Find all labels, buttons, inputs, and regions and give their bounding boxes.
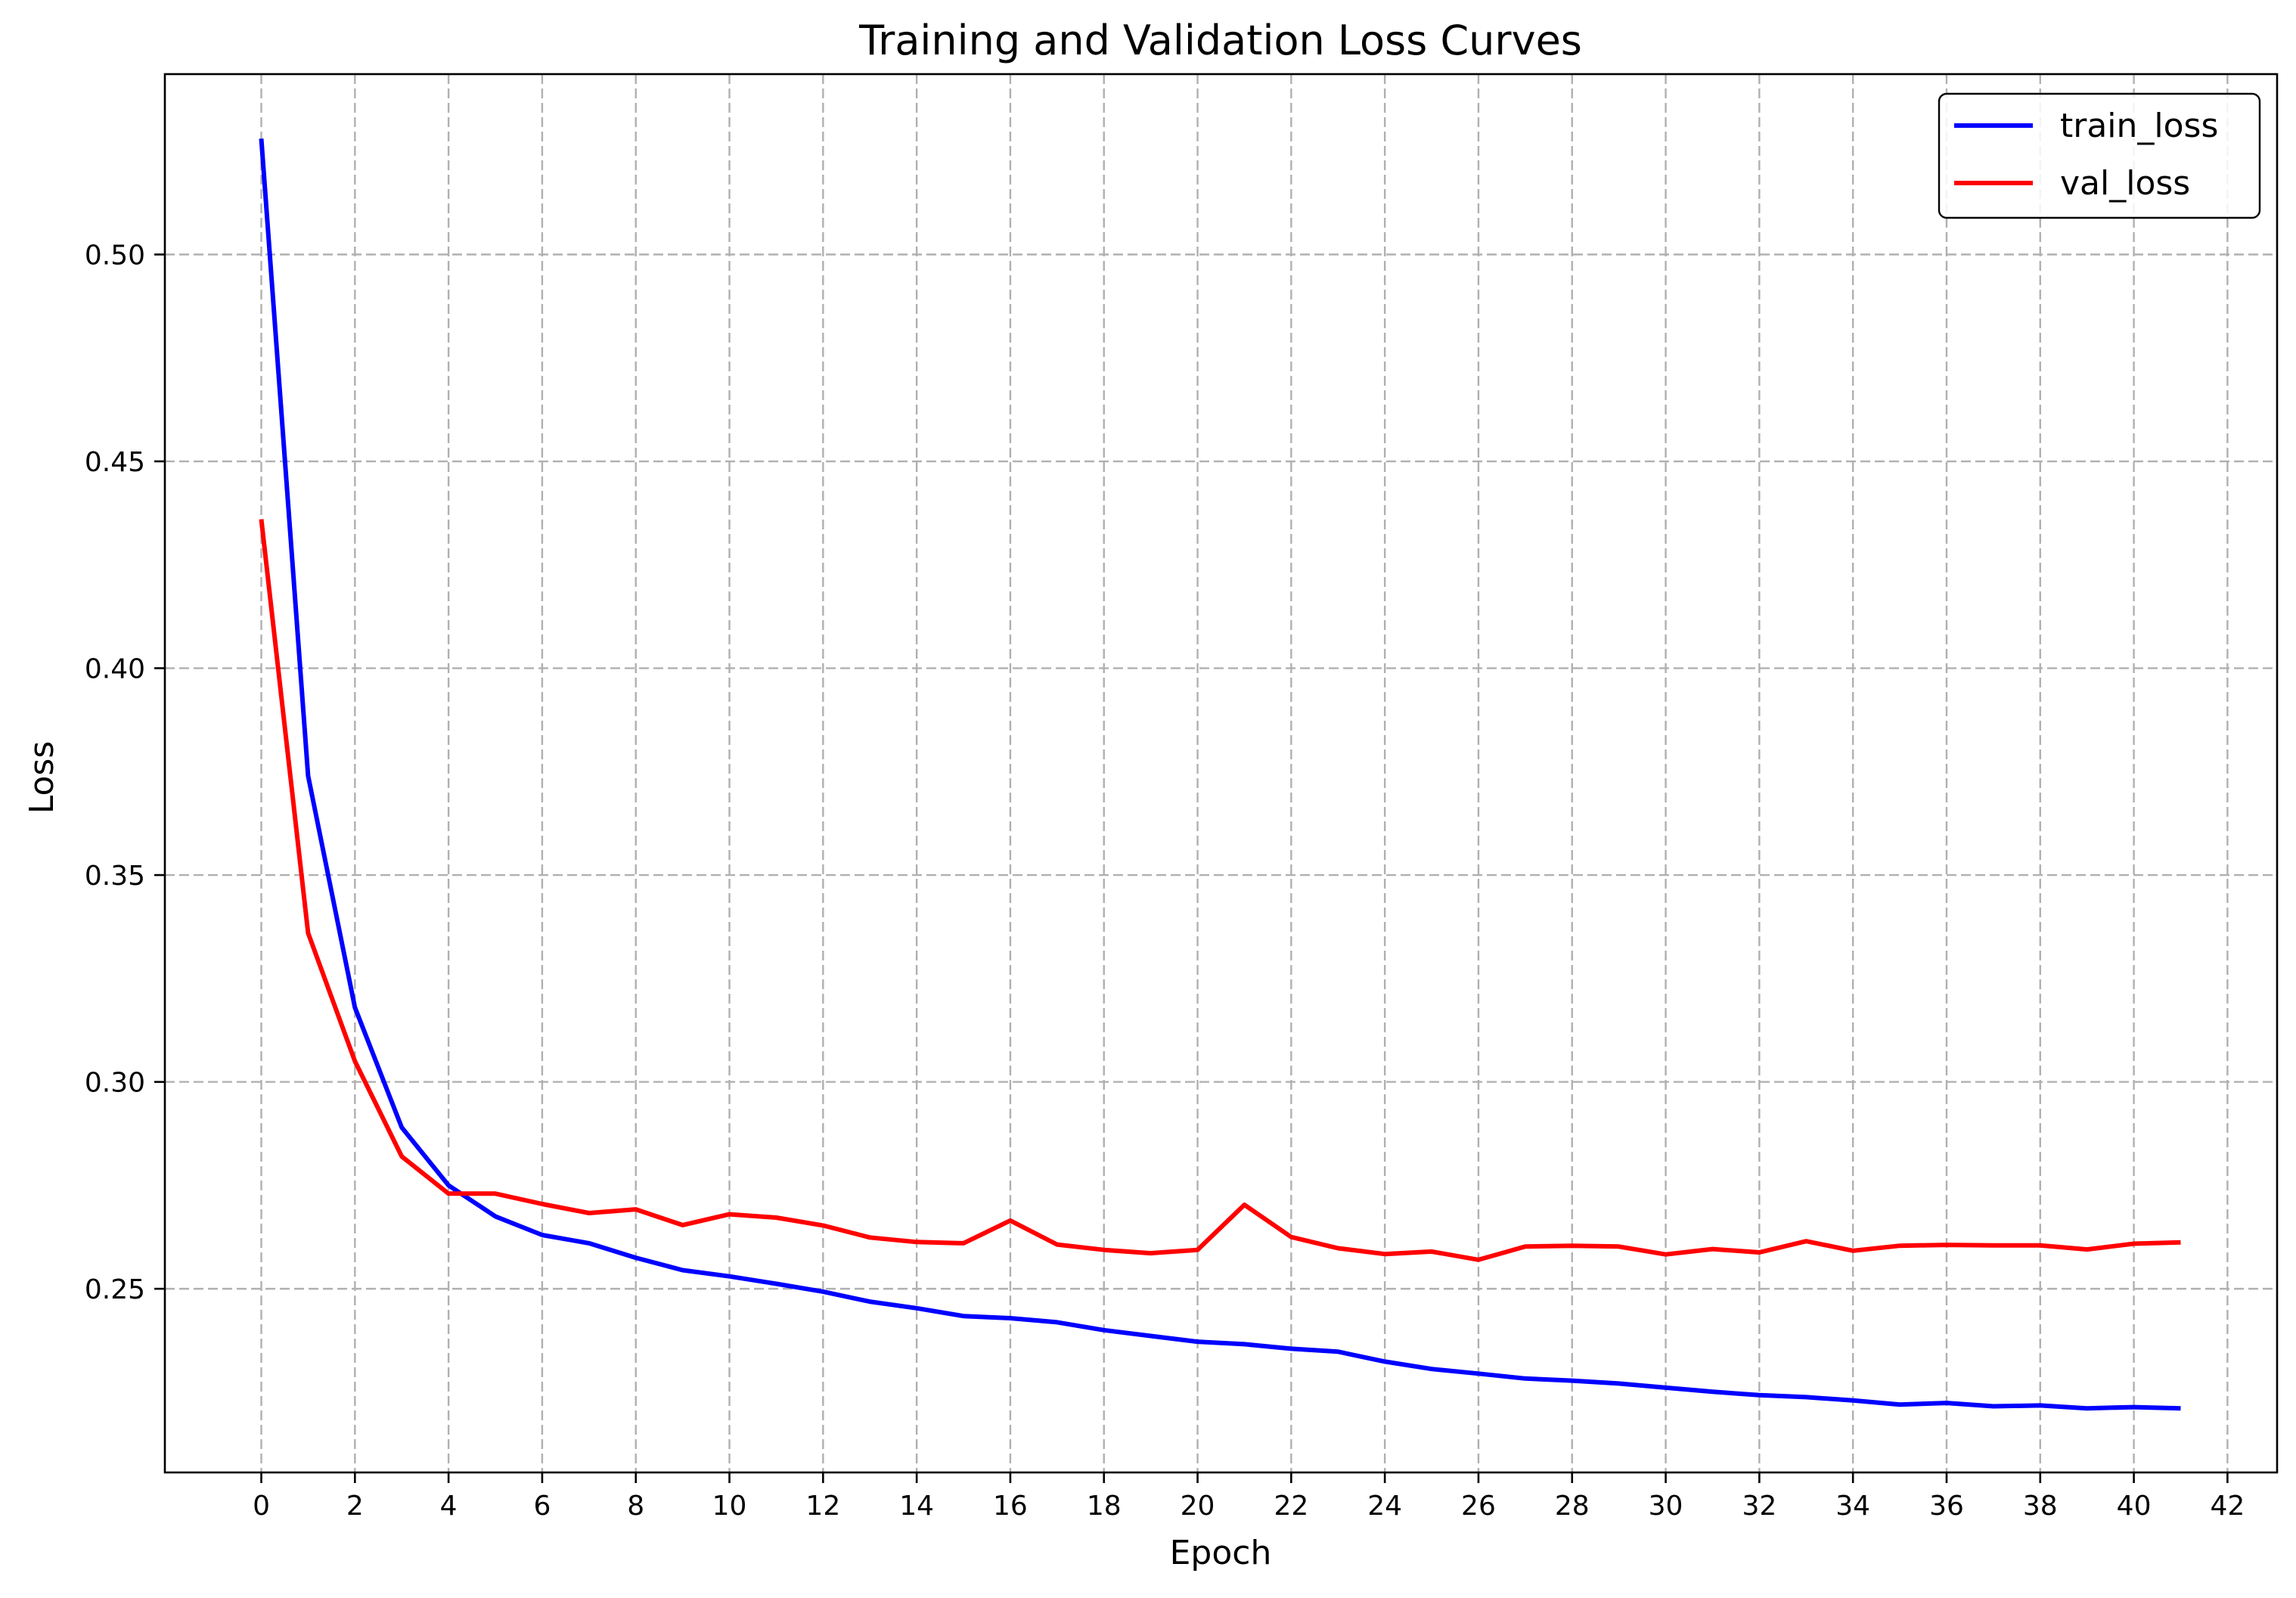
x-tick-label: 40 bbox=[2117, 1491, 2152, 1522]
series-line-train-loss bbox=[259, 138, 2181, 1411]
x-tick-label: 38 bbox=[2023, 1491, 2058, 1522]
y-tick-label: 0.25 bbox=[85, 1274, 145, 1305]
legend: train_loss val_loss bbox=[1938, 92, 2261, 219]
x-tick-label: 32 bbox=[1742, 1491, 1776, 1522]
x-tick-label: 14 bbox=[899, 1491, 934, 1522]
x-grid bbox=[260, 74, 2229, 1472]
x-tick-label: 6 bbox=[533, 1491, 551, 1522]
legend-label-val-loss: val_loss bbox=[2060, 164, 2190, 203]
x-ticks: 0 2 4 6 8 10 12 14 16 18 20 22 24 26 28 30 32 34 36 38 40 42 bbox=[253, 1472, 2245, 1522]
x-tick-label: 30 bbox=[1649, 1491, 1683, 1522]
x-tick-label: 12 bbox=[805, 1491, 840, 1522]
x-tick-label: 10 bbox=[712, 1491, 747, 1522]
y-tick-label: 0.40 bbox=[85, 654, 145, 685]
y-grid bbox=[165, 253, 2277, 1290]
series-layer bbox=[259, 138, 2181, 1411]
y-tick-label: 0.50 bbox=[85, 240, 145, 272]
plot-frame bbox=[163, 73, 2279, 1474]
x-tick-label: 20 bbox=[1181, 1491, 1215, 1522]
x-tick-label: 36 bbox=[1929, 1491, 1964, 1522]
x-tick-label: 0 bbox=[253, 1491, 270, 1522]
chart-title: Training and Validation Loss Curves bbox=[858, 17, 1582, 64]
x-tick-label: 18 bbox=[1087, 1491, 1122, 1522]
x-tick-label: 16 bbox=[993, 1491, 1028, 1522]
y-ticks: 0.25 0.30 0.35 0.40 0.45 0.50 bbox=[85, 240, 165, 1305]
x-tick-label: 28 bbox=[1555, 1491, 1590, 1522]
x-tick-label: 2 bbox=[346, 1491, 364, 1522]
x-tick-label: 4 bbox=[440, 1491, 458, 1522]
x-tick-label: 26 bbox=[1461, 1491, 1496, 1522]
y-tick-label: 0.35 bbox=[85, 861, 145, 892]
y-tick-label: 0.45 bbox=[85, 447, 145, 478]
x-tick-label: 8 bbox=[627, 1491, 644, 1522]
x-tick-label: 34 bbox=[1835, 1491, 1870, 1522]
y-tick-label: 0.30 bbox=[85, 1068, 145, 1099]
x-tick-label: 22 bbox=[1274, 1491, 1308, 1522]
y-axis-label: Loss bbox=[23, 741, 61, 815]
x-tick-label: 42 bbox=[2210, 1491, 2245, 1522]
legend-label-train-loss: train_loss bbox=[2060, 107, 2218, 145]
series-line-val-loss bbox=[259, 519, 2181, 1262]
x-tick-label: 24 bbox=[1367, 1491, 1402, 1522]
x-axis-label: Epoch bbox=[1170, 1534, 1272, 1572]
